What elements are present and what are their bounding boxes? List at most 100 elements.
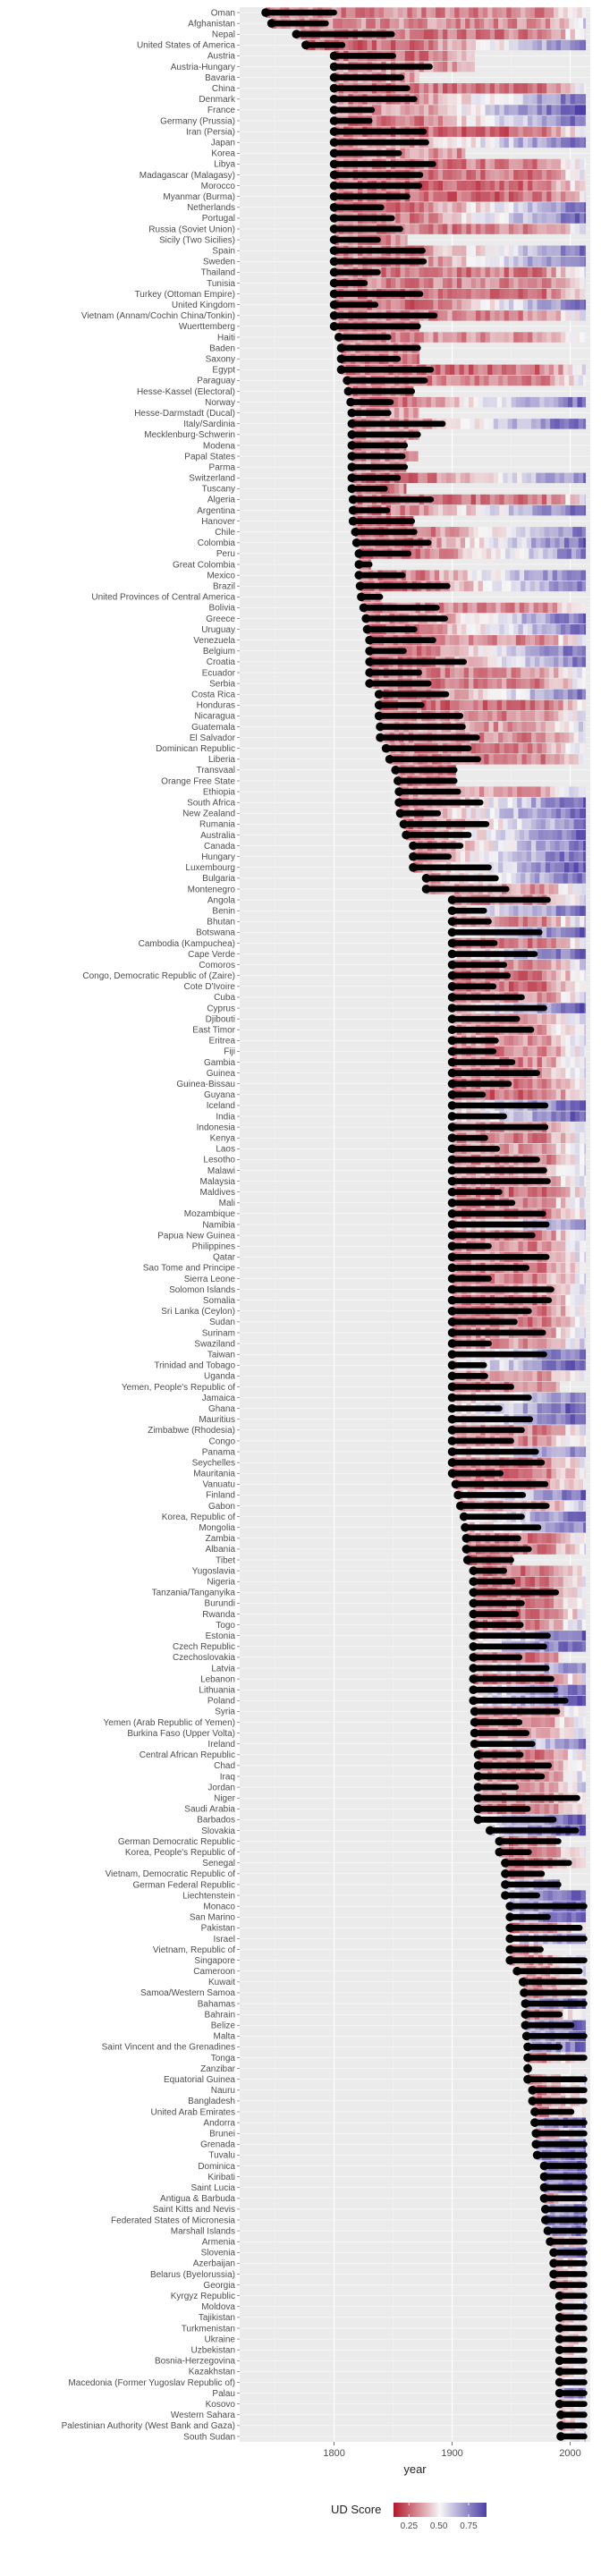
ud-tile bbox=[565, 1230, 571, 1241]
ud-tile bbox=[565, 894, 571, 905]
ud-tile bbox=[470, 180, 477, 191]
ud-tile bbox=[546, 1100, 552, 1111]
ud-tile bbox=[559, 538, 565, 548]
ud-tile bbox=[551, 126, 557, 137]
ud-tile bbox=[489, 332, 495, 343]
ud-tile bbox=[578, 754, 584, 765]
ud-tile bbox=[502, 396, 507, 408]
ud-tile bbox=[551, 224, 557, 234]
ud-tile bbox=[461, 224, 467, 234]
ud-tile bbox=[456, 94, 462, 105]
ud-tile bbox=[499, 267, 504, 278]
ud-tile bbox=[433, 300, 439, 310]
ud-tile bbox=[461, 213, 467, 224]
ud-tile bbox=[485, 83, 491, 94]
ud-tile bbox=[478, 754, 485, 765]
ud-tile bbox=[517, 419, 522, 429]
ud-tile bbox=[522, 267, 529, 278]
ud-tile bbox=[580, 180, 585, 191]
ud-tile bbox=[447, 224, 453, 234]
ud-tile bbox=[456, 494, 462, 505]
ud-tile bbox=[550, 18, 555, 29]
ud-tile bbox=[504, 1273, 510, 1284]
ud-tile bbox=[410, 332, 415, 343]
ud-tile bbox=[529, 602, 534, 614]
ud-tile bbox=[555, 1067, 562, 1079]
ud-tile bbox=[485, 105, 491, 115]
ud-tile bbox=[466, 83, 471, 94]
ud-tile bbox=[544, 689, 550, 700]
ud-tile bbox=[400, 267, 406, 278]
ud-tile bbox=[573, 840, 580, 852]
ud-tile bbox=[433, 267, 439, 278]
ud-tile bbox=[534, 667, 540, 678]
ud-tile bbox=[570, 191, 576, 202]
ud-tile bbox=[452, 191, 458, 202]
ud-tile bbox=[517, 754, 522, 765]
ud-tile bbox=[559, 472, 565, 484]
ud-tile bbox=[541, 267, 547, 278]
ud-tile bbox=[333, 18, 338, 29]
ud-tile bbox=[499, 1132, 504, 1144]
ud-tile bbox=[495, 180, 500, 191]
ud-tile bbox=[507, 754, 513, 765]
ud-tile bbox=[513, 937, 519, 949]
ud-tile bbox=[513, 1089, 519, 1100]
ud-tile bbox=[528, 126, 533, 137]
ud-tile bbox=[550, 419, 555, 429]
ud-tile bbox=[475, 245, 481, 257]
ud-tile bbox=[528, 1013, 533, 1024]
ud-tile bbox=[561, 191, 566, 202]
ud-tile bbox=[513, 1273, 519, 1284]
ud-tile bbox=[444, 602, 449, 614]
ud-tile bbox=[546, 1089, 552, 1100]
ud-tile bbox=[577, 657, 583, 667]
ud-tile bbox=[531, 419, 537, 429]
ud-tile bbox=[541, 916, 547, 928]
ud-tile bbox=[499, 300, 504, 310]
ud-tile bbox=[561, 288, 566, 300]
ud-tile bbox=[584, 623, 587, 635]
ud-tile bbox=[466, 94, 471, 105]
ud-tile bbox=[578, 797, 584, 809]
ud-tile bbox=[558, 689, 563, 700]
ud-tile bbox=[570, 126, 576, 137]
ud-tile bbox=[525, 580, 530, 592]
ud-tile bbox=[546, 1154, 552, 1165]
series-start-point bbox=[394, 798, 404, 808]
ud-tile bbox=[531, 613, 537, 624]
ud-tile bbox=[489, 494, 495, 505]
ud-tile bbox=[475, 202, 481, 213]
ud-tile bbox=[555, 1306, 562, 1317]
ud-tile bbox=[537, 277, 543, 289]
ud-tile bbox=[584, 277, 587, 289]
ud-tile bbox=[502, 527, 507, 538]
series-start-point bbox=[347, 484, 357, 494]
ud-tile bbox=[493, 721, 499, 733]
ud-tile bbox=[577, 689, 583, 700]
ud-tile bbox=[528, 970, 533, 981]
ud-tile bbox=[537, 83, 543, 94]
series-start-point bbox=[351, 527, 360, 537]
ud-tile bbox=[414, 504, 419, 516]
ud-tile bbox=[574, 213, 580, 224]
ud-tile bbox=[537, 39, 543, 51]
ud-tile bbox=[475, 224, 481, 234]
ud-tile bbox=[500, 829, 506, 841]
ud-tile bbox=[522, 808, 529, 819]
ud-tile bbox=[563, 818, 570, 830]
ud-tile bbox=[495, 808, 500, 819]
ud-tile bbox=[433, 105, 439, 115]
ud-tile bbox=[433, 83, 439, 94]
ud-tile bbox=[474, 419, 480, 429]
ud-tile bbox=[574, 1230, 580, 1241]
ud-tile bbox=[504, 602, 511, 614]
ud-tile bbox=[584, 1306, 587, 1317]
series-start-point bbox=[351, 538, 361, 547]
ud-tile bbox=[546, 948, 552, 960]
ud-tile bbox=[385, 115, 392, 126]
ud-tile bbox=[504, 83, 510, 94]
ud-tile bbox=[504, 158, 510, 170]
ud-tile bbox=[574, 1154, 580, 1165]
